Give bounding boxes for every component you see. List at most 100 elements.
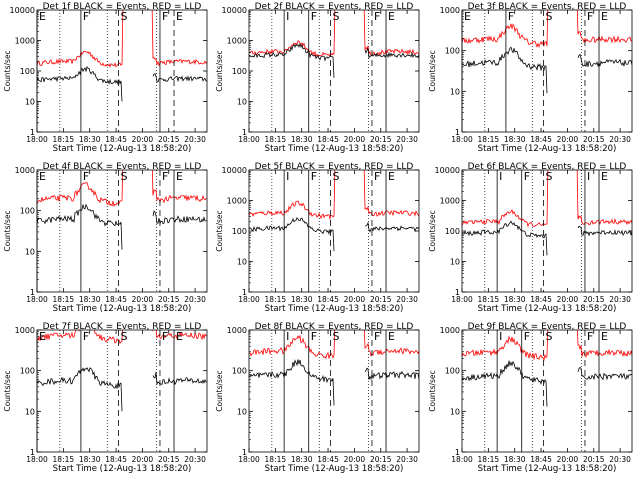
x-axis-label: Start Time (12-Aug-13 18:58:20) [478, 304, 617, 314]
interval-marker-label: S [121, 170, 128, 183]
events-series-line [37, 65, 207, 102]
events-series-line [249, 359, 419, 406]
x-tick-label: 18:00 [238, 295, 260, 304]
interval-marker-label: F [524, 170, 530, 183]
y-tick-label: 1 [455, 128, 460, 137]
y-axis-label: Counts/sec [215, 370, 224, 411]
panel-title: Det 4f BLACK = Events, RED = LLD [43, 162, 202, 172]
events-series-line [249, 217, 419, 252]
x-tick-label: 20:00 [344, 295, 366, 304]
interval-marker-label: E [464, 10, 471, 23]
interval-marker-label: F [162, 170, 168, 183]
y-tick-label: 1000 [440, 6, 460, 15]
x-tick-label: 18:30 [291, 455, 313, 464]
interval-marker-label: F [311, 10, 317, 23]
x-tick-label: 20:15 [158, 135, 180, 144]
x-tick-label: 18:00 [451, 455, 473, 464]
interval-marker-label: S [121, 330, 128, 343]
plot-frame [36, 169, 208, 293]
interval-marker-label: F [83, 170, 89, 183]
interval-marker-label: F [162, 330, 168, 343]
x-tick-label: 18:30 [504, 135, 526, 144]
x-axis-label: Start Time (12-Aug-13 18:58:20) [53, 304, 192, 314]
interval-marker-label: S [333, 10, 340, 23]
x-tick-label: 18:15 [265, 295, 287, 304]
lld-series-line [37, 10, 207, 68]
interval-marker-label: E [39, 170, 46, 183]
x-tick-label: 18:45 [317, 295, 339, 304]
x-tick-label: 18:00 [451, 135, 473, 144]
y-tick-label: 1000 [15, 166, 35, 175]
y-tick-label: 100 [445, 227, 460, 236]
x-tick-label: 20:00 [132, 455, 154, 464]
y-tick-label: 1000 [440, 197, 460, 206]
y-tick-label: 10000 [435, 166, 460, 175]
interval-marker-label: I [286, 10, 289, 23]
interval-marker-label: I [286, 330, 289, 343]
x-tick-label: 18:30 [79, 135, 101, 144]
y-tick-label: 1 [30, 128, 35, 137]
interval-marker-label: E [601, 170, 608, 183]
lld-series-line [462, 170, 632, 228]
x-tick-label: 18:00 [26, 135, 48, 144]
lld-series-line [37, 170, 207, 207]
interval-marker-label: E [388, 330, 395, 343]
interval-marker-label: S [333, 170, 340, 183]
x-tick-label: 18:00 [238, 455, 260, 464]
y-tick-label: 1 [242, 288, 247, 297]
plot-frame [248, 169, 420, 293]
y-axis-label: Counts/sec [3, 370, 12, 411]
y-tick-label: 100 [20, 367, 35, 376]
x-axis-label: Start Time (12-Aug-13 18:58:20) [265, 144, 404, 154]
x-tick-label: 18:45 [105, 135, 127, 144]
panel-title: Det 2f BLACK = Events, RED = LLD [255, 2, 414, 12]
x-tick-label: 20:00 [344, 455, 366, 464]
x-axis-label: Start Time (12-Aug-13 18:58:20) [53, 144, 192, 154]
x-axis-label: Start Time (12-Aug-13 18:58:20) [478, 464, 617, 474]
lld-series-line [249, 170, 419, 221]
interval-marker-label: S [546, 330, 553, 343]
interval-marker-label: F [587, 10, 593, 23]
y-tick-label: 1 [30, 448, 35, 457]
y-axis-label: Counts/sec [3, 210, 12, 251]
x-tick-label: 18:45 [530, 295, 552, 304]
x-tick-label: 18:15 [478, 135, 500, 144]
interval-marker-label: F [83, 330, 89, 343]
lld-series-line [249, 10, 419, 58]
x-tick-label: 20:15 [583, 295, 605, 304]
interval-marker-label: S [121, 10, 128, 23]
interval-marker-label: F [508, 10, 514, 23]
interval-marker-label: F [374, 330, 380, 343]
y-axis-label: Counts/sec [215, 50, 224, 91]
x-tick-label: 20:30 [609, 455, 631, 464]
interval-marker-label: F [311, 170, 317, 183]
x-tick-label: 18:15 [478, 295, 500, 304]
y-tick-label: 100 [232, 367, 247, 376]
x-tick-label: 20:15 [370, 455, 392, 464]
interval-marker-label: F [311, 330, 317, 343]
plot-frame [36, 9, 208, 133]
panel-title: Det 6f BLACK = Events, RED = LLD [468, 162, 627, 172]
y-tick-label: 100 [232, 67, 247, 76]
x-tick-label: 18:00 [451, 295, 473, 304]
x-tick-label: 20:30 [396, 135, 418, 144]
y-tick-label: 100 [445, 367, 460, 376]
y-tick-label: 10 [25, 98, 35, 107]
x-tick-label: 20:15 [370, 295, 392, 304]
x-tick-label: 20:30 [609, 135, 631, 144]
interval-marker-label: I [499, 330, 502, 343]
y-tick-label: 1 [30, 288, 35, 297]
y-tick-label: 1 [455, 448, 460, 457]
y-tick-label: 100 [20, 207, 35, 216]
panel-title: Det 3f BLACK = Events, RED = LLD [468, 2, 627, 12]
interval-marker-label: I [499, 170, 502, 183]
y-axis-label: Counts/sec [428, 210, 437, 251]
y-axis-label: Counts/sec [428, 370, 437, 411]
x-tick-label: 20:30 [184, 295, 206, 304]
panel-title: Det 9f BLACK = Events, RED = LLD [468, 322, 627, 332]
y-tick-label: 1000 [227, 37, 247, 46]
